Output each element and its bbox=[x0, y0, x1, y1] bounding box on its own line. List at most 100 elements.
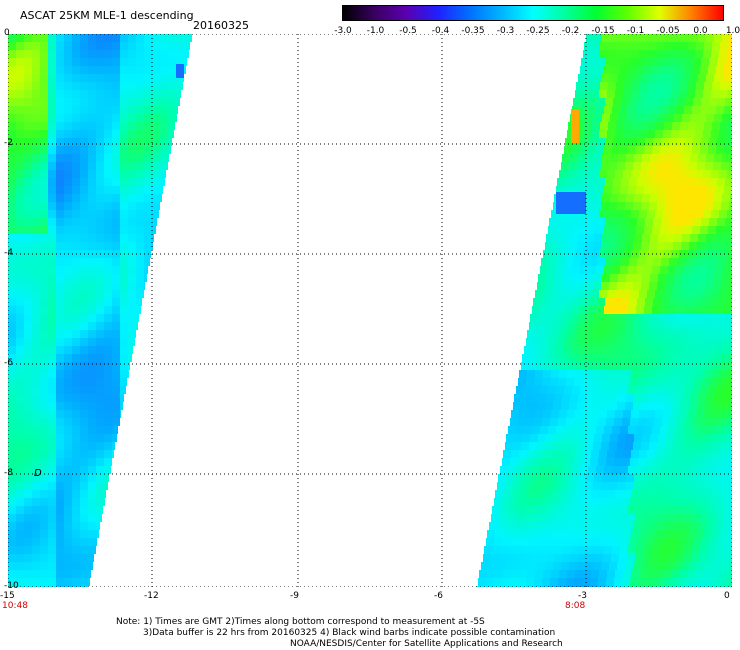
wind-cell bbox=[662, 498, 670, 506]
wind-cell bbox=[80, 538, 88, 546]
wind-cell bbox=[40, 458, 48, 466]
wind-cell bbox=[668, 466, 676, 474]
wind-cell bbox=[529, 442, 537, 450]
wind-cell bbox=[693, 218, 701, 226]
wind-cell bbox=[48, 234, 56, 242]
wind-cell bbox=[48, 298, 56, 306]
wind-cell bbox=[40, 354, 48, 362]
wind-cell bbox=[711, 50, 719, 58]
wind-cell bbox=[647, 50, 655, 58]
wind-cell bbox=[671, 370, 679, 378]
wind-cell bbox=[8, 450, 16, 458]
wind-cell bbox=[40, 218, 48, 226]
wind-cell bbox=[48, 394, 56, 402]
wind-cell bbox=[72, 298, 80, 306]
wind-cell bbox=[56, 370, 64, 378]
wind-cell bbox=[572, 546, 580, 554]
wind-cell bbox=[128, 218, 136, 226]
wind-cell bbox=[24, 314, 32, 322]
wind-cell bbox=[80, 498, 88, 506]
wind-cell bbox=[649, 482, 657, 490]
wind-cell bbox=[606, 338, 614, 346]
wind-cell bbox=[604, 266, 612, 274]
wind-cell bbox=[720, 122, 728, 130]
wind-cell bbox=[641, 242, 649, 250]
wind-cell bbox=[64, 490, 72, 498]
wind-cell bbox=[64, 130, 72, 138]
x-tick-label: -3 bbox=[578, 591, 587, 601]
wind-cell bbox=[672, 42, 680, 50]
wind-cell bbox=[645, 258, 653, 266]
wind-cell bbox=[104, 370, 112, 378]
wind-cell bbox=[668, 66, 676, 74]
wind-cell bbox=[24, 74, 32, 82]
wind-cell bbox=[653, 258, 661, 266]
wind-cell bbox=[615, 410, 623, 418]
wind-cell bbox=[120, 114, 128, 122]
wind-cell bbox=[706, 194, 714, 202]
wind-cell bbox=[652, 186, 660, 194]
wind-cell bbox=[551, 450, 559, 458]
wind-cell bbox=[559, 410, 567, 418]
wind-cell bbox=[144, 138, 152, 146]
wind-cell bbox=[620, 346, 628, 354]
wind-cell bbox=[614, 498, 622, 506]
wind-cell bbox=[112, 434, 117, 442]
wind-cell bbox=[711, 530, 719, 538]
wind-cell bbox=[112, 202, 120, 210]
wind-cell bbox=[112, 226, 120, 234]
wind-cell bbox=[581, 258, 589, 266]
wind-cell bbox=[689, 562, 697, 570]
wind-cell bbox=[32, 42, 40, 50]
wind-cell bbox=[654, 538, 662, 546]
wind-cell bbox=[684, 466, 692, 474]
wind-cell bbox=[658, 314, 666, 322]
wind-cell bbox=[56, 162, 64, 170]
wind-cell bbox=[604, 426, 612, 434]
wind-cell bbox=[484, 546, 492, 554]
wind-cell bbox=[623, 250, 631, 258]
wind-cell bbox=[56, 218, 64, 226]
wind-cell bbox=[626, 314, 634, 322]
wind-cell bbox=[618, 474, 626, 482]
wind-cell bbox=[685, 58, 693, 66]
wind-cell bbox=[622, 338, 630, 346]
wind-cell bbox=[534, 578, 542, 586]
wind-cell bbox=[668, 506, 676, 514]
wind-cell bbox=[507, 514, 515, 522]
wind-cell bbox=[104, 58, 112, 66]
wind-cell bbox=[549, 218, 557, 226]
wind-cell bbox=[674, 114, 682, 122]
wind-cell bbox=[548, 506, 556, 514]
wind-cell bbox=[729, 322, 732, 330]
wind-cell bbox=[668, 106, 676, 114]
wind-cell bbox=[558, 498, 566, 506]
wind-cell bbox=[64, 546, 72, 554]
wind-cell bbox=[718, 418, 726, 426]
wind-cell bbox=[649, 162, 657, 170]
wind-cell bbox=[554, 474, 562, 482]
wind-cell bbox=[666, 234, 674, 242]
wind-cell bbox=[96, 514, 102, 522]
wind-cell bbox=[572, 226, 580, 234]
wind-cell bbox=[687, 330, 695, 338]
wind-cell bbox=[642, 114, 650, 122]
wind-cell bbox=[80, 402, 88, 410]
wind-cell bbox=[72, 490, 80, 498]
wind-cell bbox=[594, 74, 602, 82]
wind-cell bbox=[649, 242, 657, 250]
wind-cell bbox=[660, 266, 668, 274]
wind-cell bbox=[72, 226, 80, 234]
wind-cell bbox=[703, 410, 711, 418]
wind-cell bbox=[663, 210, 671, 218]
wind-cell bbox=[40, 258, 48, 266]
wind-cell bbox=[8, 546, 16, 554]
wind-cell bbox=[730, 394, 732, 402]
wind-cell bbox=[112, 58, 120, 66]
wind-cell bbox=[72, 210, 80, 218]
wind-cell bbox=[631, 410, 639, 418]
wind-cell bbox=[634, 474, 642, 482]
wind-cell bbox=[690, 154, 698, 162]
wind-cell bbox=[714, 314, 722, 322]
wind-cell bbox=[712, 42, 720, 50]
